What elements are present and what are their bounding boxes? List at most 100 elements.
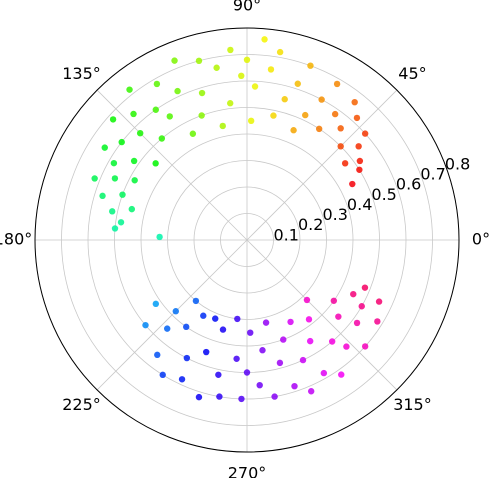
data-point <box>358 303 365 310</box>
data-point <box>219 122 226 130</box>
data-point <box>281 96 288 103</box>
data-point <box>227 100 234 107</box>
data-point <box>251 83 259 90</box>
r-tick-label: 0.5 <box>371 185 396 204</box>
data-point <box>212 315 219 322</box>
data-point <box>99 192 106 200</box>
r-tick-label: 0.2 <box>298 215 323 234</box>
data-point <box>337 125 344 132</box>
data-point <box>350 290 357 298</box>
data-point <box>276 359 284 367</box>
r-tick-label: 0.6 <box>396 175 421 194</box>
data-point <box>331 110 339 118</box>
data-point <box>259 347 266 354</box>
data-point <box>341 160 349 167</box>
data-point <box>142 321 149 329</box>
data-point <box>262 319 270 326</box>
data-point <box>164 325 171 332</box>
data-point <box>374 318 381 325</box>
data-point <box>355 143 362 150</box>
theta-grid-line <box>246 89 398 241</box>
data-point <box>136 129 144 137</box>
data-point <box>335 313 342 320</box>
data-point <box>280 336 287 343</box>
data-point <box>174 87 181 95</box>
data-point <box>152 160 159 167</box>
data-point <box>118 138 125 146</box>
theta-tick-label: 270° <box>228 464 267 478</box>
data-point <box>111 225 119 232</box>
data-point <box>356 166 363 173</box>
data-point <box>152 106 160 113</box>
theta-grid-line <box>246 239 398 391</box>
data-point <box>356 157 364 165</box>
data-point <box>166 113 173 120</box>
data-point <box>247 329 254 336</box>
data-point <box>299 356 307 364</box>
data-point <box>119 191 126 198</box>
data-point <box>303 296 311 304</box>
theta-tick-label: 135° <box>62 64 101 83</box>
r-tick-label: 0.8 <box>445 154 470 173</box>
data-point <box>271 393 278 400</box>
theta-tick-label: 0° <box>472 230 490 249</box>
data-point <box>247 117 255 125</box>
data-point <box>238 395 245 403</box>
data-point <box>198 112 205 119</box>
data-point <box>213 64 220 71</box>
data-point <box>256 381 263 389</box>
data-point <box>302 111 309 119</box>
data-point <box>117 219 125 226</box>
data-point <box>153 80 161 88</box>
data-point <box>101 144 108 151</box>
r-tick-label: 0.3 <box>322 205 347 224</box>
data-point <box>131 177 138 184</box>
r-tick-label: 0.1 <box>273 225 298 244</box>
data-point <box>243 56 251 63</box>
polar-spine <box>34 27 460 453</box>
data-point <box>330 297 338 304</box>
data-point <box>189 130 197 137</box>
data-point <box>305 316 313 323</box>
data-point <box>307 388 315 395</box>
data-point <box>111 175 119 182</box>
data-point <box>171 57 178 64</box>
data-point <box>349 180 356 188</box>
data-point <box>233 355 240 362</box>
data-point <box>270 112 277 119</box>
data-point <box>243 369 251 376</box>
data-point <box>291 382 298 390</box>
data-point <box>333 80 341 88</box>
theta-tick-label: 90° <box>233 0 261 15</box>
data-point <box>315 125 323 133</box>
data-point <box>353 114 361 122</box>
data-point <box>152 300 160 308</box>
data-point <box>110 159 118 167</box>
data-point <box>320 369 328 377</box>
data-point <box>227 46 234 54</box>
data-point <box>351 98 358 106</box>
data-point <box>219 326 227 333</box>
data-point <box>361 343 369 350</box>
data-point <box>183 354 191 362</box>
theta-grid-line <box>96 239 248 391</box>
data-point <box>337 143 344 150</box>
data-point <box>156 233 163 241</box>
theta-tick-label: 225° <box>62 395 101 414</box>
data-point <box>276 48 284 56</box>
data-point <box>128 205 136 213</box>
data-point <box>287 318 294 326</box>
data-point <box>307 62 314 69</box>
theta-tick-label: 45° <box>398 64 426 83</box>
data-point <box>91 175 98 182</box>
theta-tick-label: 315° <box>393 395 432 414</box>
data-point <box>158 135 166 142</box>
data-point <box>198 89 206 97</box>
data-point <box>375 298 383 305</box>
theta-tick-label: 180° <box>0 230 32 249</box>
data-point <box>338 371 345 378</box>
data-point <box>361 284 369 291</box>
data-point <box>154 351 161 359</box>
data-point <box>172 308 179 315</box>
data-point <box>290 127 297 134</box>
